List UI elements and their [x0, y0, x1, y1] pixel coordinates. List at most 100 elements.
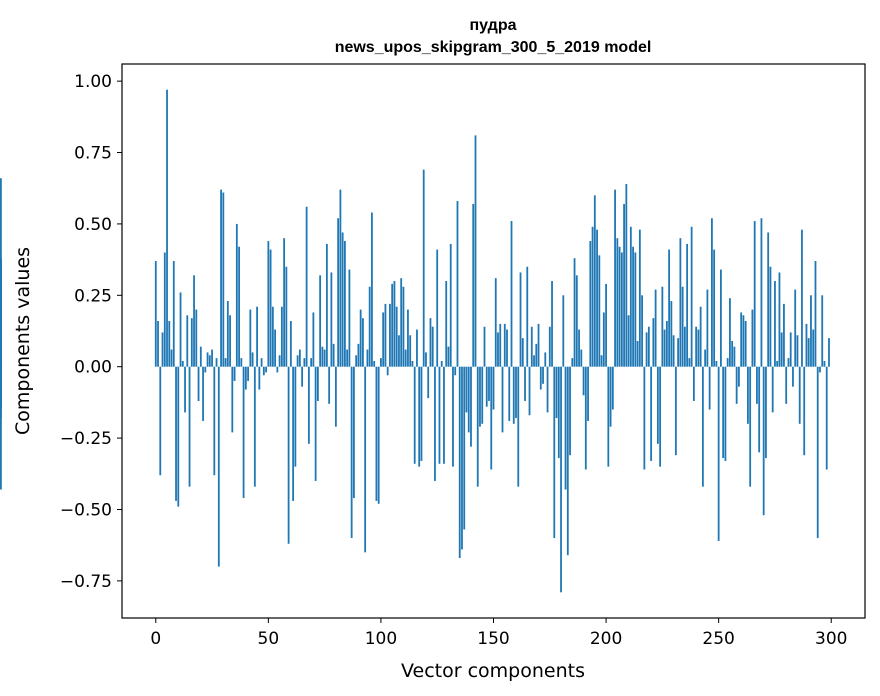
bar [188, 366, 191, 487]
bar [713, 249, 716, 367]
x-axis-label: Vector components [401, 660, 585, 682]
bar [181, 360, 184, 367]
bar [677, 338, 680, 367]
bar [560, 366, 562, 593]
bar [810, 295, 812, 367]
bar [177, 366, 180, 507]
chart-title: пудра [470, 17, 517, 34]
bar [528, 366, 531, 416]
bar [213, 366, 216, 476]
bar [398, 335, 400, 367]
bar [670, 301, 673, 367]
bar [715, 360, 718, 367]
bar [386, 366, 389, 376]
bar [607, 366, 610, 467]
bar [771, 366, 774, 413]
bar [470, 366, 472, 447]
bar [521, 338, 524, 367]
bar [490, 366, 493, 470]
bar [656, 366, 659, 444]
bar [258, 366, 261, 390]
bar [0, 292, 2, 367]
bar [807, 338, 810, 367]
bar [798, 366, 801, 424]
bar [517, 366, 520, 487]
bar [740, 312, 743, 367]
x-tick-label: 250 [702, 629, 734, 649]
bar [665, 321, 668, 367]
bar [758, 366, 761, 453]
bar [551, 281, 553, 367]
bar [231, 366, 234, 433]
bar [627, 315, 630, 367]
bar [564, 366, 567, 490]
bar [391, 283, 394, 367]
bar [537, 323, 540, 367]
bar [373, 360, 376, 367]
bar [409, 335, 412, 367]
bar [371, 212, 373, 367]
bar [762, 366, 765, 516]
bar [157, 321, 159, 367]
bar [742, 315, 745, 367]
bar [319, 275, 322, 367]
bar [357, 343, 360, 367]
bar [589, 241, 592, 367]
bar [638, 229, 641, 367]
bar [325, 243, 328, 367]
bar [418, 366, 421, 467]
bar [362, 318, 364, 367]
bar [330, 272, 333, 367]
bar [683, 326, 686, 367]
bar [312, 312, 315, 367]
bar [641, 295, 643, 367]
bar [596, 229, 598, 367]
bar [364, 366, 367, 553]
bar [449, 243, 452, 367]
bar [242, 366, 245, 499]
bar [542, 366, 544, 384]
bar [562, 295, 565, 367]
bar [197, 366, 200, 401]
bar [199, 346, 202, 367]
bar [292, 366, 295, 501]
bar [271, 306, 274, 367]
bar [463, 366, 466, 530]
bar [193, 275, 195, 367]
bar [533, 355, 535, 367]
bar [287, 366, 290, 544]
bar [235, 223, 238, 367]
bar [672, 335, 675, 367]
bar [819, 366, 821, 373]
bar [735, 366, 738, 404]
bar [753, 221, 756, 367]
bar [776, 360, 779, 367]
bar [454, 366, 457, 376]
bar [445, 281, 448, 367]
x-tick-label: 100 [365, 629, 397, 649]
bar [479, 366, 481, 427]
bar [274, 329, 276, 367]
bar [717, 366, 720, 541]
bar [431, 326, 434, 367]
bar [296, 355, 299, 367]
bar [821, 295, 824, 367]
bar [461, 366, 463, 550]
bar [584, 366, 587, 470]
x-axis-ticks: 0 50 100 150 200 250 300 [150, 618, 847, 649]
bar [215, 358, 218, 367]
bar [704, 349, 707, 367]
bar [767, 232, 770, 367]
bar [411, 360, 414, 367]
bar [668, 249, 671, 367]
bar [190, 318, 193, 367]
bar [663, 329, 666, 367]
x-tick-label: 300 [815, 629, 847, 649]
bar [508, 366, 511, 421]
bar [580, 349, 583, 367]
bar [503, 323, 506, 367]
bar [652, 318, 655, 367]
bar [787, 358, 790, 367]
bar [485, 366, 488, 407]
bar [240, 358, 243, 367]
